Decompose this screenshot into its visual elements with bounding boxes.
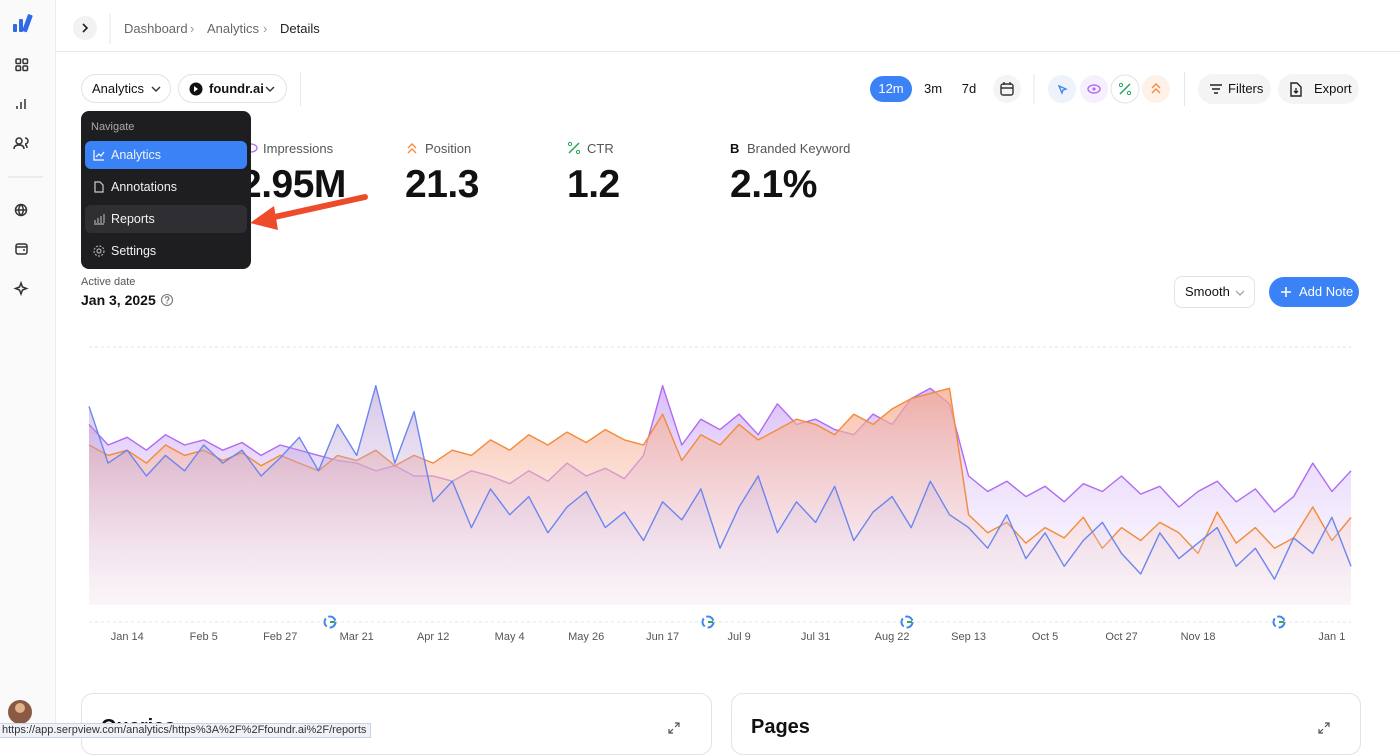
status-bar-url: https://app.serpview.com/analytics/https…	[0, 723, 372, 738]
chart: Jan 14 Feb 5 Feb 27 Mar 21 Apr 12 May 4 May 26…	[88, 346, 1352, 643]
menu-icon	[93, 245, 105, 257]
menu-icon	[94, 181, 104, 193]
menu-icon	[94, 214, 105, 225]
x-tick-label: Feb 5	[190, 631, 218, 643]
breadcrumb-sep: ›	[190, 21, 195, 36]
x-tick-label: Nov 18	[1181, 631, 1216, 643]
breadcrumb-sep: ›	[263, 21, 268, 36]
x-tick-label: Mar 21	[340, 631, 374, 643]
menu-item-label: Annotations	[111, 180, 178, 194]
toolbar-icons[interactable]	[992, 74, 1172, 104]
header-divider	[55, 51, 1400, 52]
sidebar	[0, 0, 55, 736]
annotation-arrow	[250, 194, 368, 230]
x-tick-label: Oct 5	[1032, 631, 1058, 643]
menu-item-label: Analytics	[111, 148, 162, 162]
x-tick-label: May 4	[495, 631, 525, 643]
view-label: Analytics	[92, 81, 145, 96]
toolbar-divider	[300, 72, 301, 106]
series-area	[89, 385, 1351, 605]
breadcrumb-item: Details	[280, 21, 320, 36]
range-button[interactable]: 12m	[870, 76, 912, 102]
menu-item[interactable]: Settings	[85, 237, 247, 265]
range-button[interactable]: 7d	[961, 81, 977, 96]
menu-item[interactable]: Annotations	[85, 173, 247, 201]
x-tick-label: Sep 13	[951, 631, 986, 643]
x-tick-label: Aug 22	[875, 631, 910, 643]
add-note-button[interactable]: Add Note	[1269, 277, 1359, 307]
metric-value: 2.95M	[240, 163, 346, 206]
metric-label: Position	[425, 141, 472, 156]
x-tick-label: May 26	[568, 631, 604, 643]
metric-label: CTR	[587, 141, 614, 156]
x-tick-label: Jun 17	[646, 631, 679, 643]
site-select[interactable]: foundr.ai	[178, 74, 287, 103]
metric-label: Branded Keyword	[747, 141, 851, 156]
help-icon[interactable]	[160, 293, 174, 307]
filters-button[interactable]: Filters	[1198, 74, 1271, 104]
metric-icon	[407, 143, 417, 154]
metric-icon: B	[730, 141, 740, 156]
toolbar-divider	[1184, 72, 1185, 106]
pages-card	[731, 693, 1361, 755]
sidebar-toggle[interactable]	[72, 14, 112, 44]
chevron	[1235, 290, 1245, 296]
x-tick-label: Jul 31	[801, 631, 830, 643]
main-panel	[55, 0, 1400, 736]
breadcrumb-item[interactable]: Dashboard	[124, 21, 188, 36]
metric-value: 21.3	[405, 163, 479, 206]
x-tick-label: Feb 27	[263, 631, 297, 643]
chevron	[151, 86, 161, 92]
view-select[interactable]: Analytics	[81, 74, 171, 103]
menu-item[interactable]: Reports	[85, 205, 247, 233]
metric-label: Impressions	[263, 141, 334, 156]
google-annotations[interactable]	[323, 615, 1286, 629]
export-button[interactable]: Export	[1278, 74, 1359, 104]
smoothing-select[interactable]: Smooth	[1174, 276, 1255, 308]
export-label: Export	[1314, 81, 1352, 96]
add-note-label: Add Note	[1299, 284, 1354, 299]
menu-item-label: Settings	[111, 244, 157, 258]
breadcrumb-item[interactable]: Analytics	[207, 21, 260, 36]
plus-icon	[1281, 287, 1291, 297]
x-tick-label: Jul 9	[727, 631, 750, 643]
active-date-label: Active date	[81, 276, 136, 288]
menu-item-label: Reports	[111, 212, 155, 226]
navigate-menu: Navigate Analytics Annotations Reports S…	[81, 111, 251, 269]
filters-label: Filters	[1228, 81, 1264, 96]
metric-value: 1.2	[567, 163, 620, 206]
site-logo	[189, 82, 203, 96]
range-button[interactable]: 3m	[923, 81, 943, 96]
x-tick-label: Apr 12	[417, 631, 449, 643]
expand-icon[interactable]	[667, 721, 681, 735]
card-title: Pages	[751, 716, 810, 738]
export-icon	[1290, 82, 1302, 97]
smoothing-label: Smooth	[1185, 284, 1230, 299]
metric-value: 2.1%	[730, 163, 817, 206]
filter-icon	[1210, 84, 1222, 94]
site-label: foundr.ai	[209, 81, 264, 96]
x-tick-label: Jan 1	[1318, 631, 1345, 643]
series-line	[88, 385, 1352, 580]
metric-icon	[567, 141, 581, 155]
sidebar-icons	[8, 14, 43, 724]
chevron	[265, 86, 275, 92]
active-date-value: Jan 3, 2025	[81, 292, 156, 308]
x-tick-label: Oct 27	[1105, 631, 1137, 643]
menu-item[interactable]: Analytics	[85, 141, 247, 169]
menu-icon	[93, 150, 105, 161]
x-tick-label: Jan 14	[111, 631, 144, 643]
menu-heading: Navigate	[91, 121, 135, 133]
expand-icon[interactable]	[1317, 721, 1331, 735]
